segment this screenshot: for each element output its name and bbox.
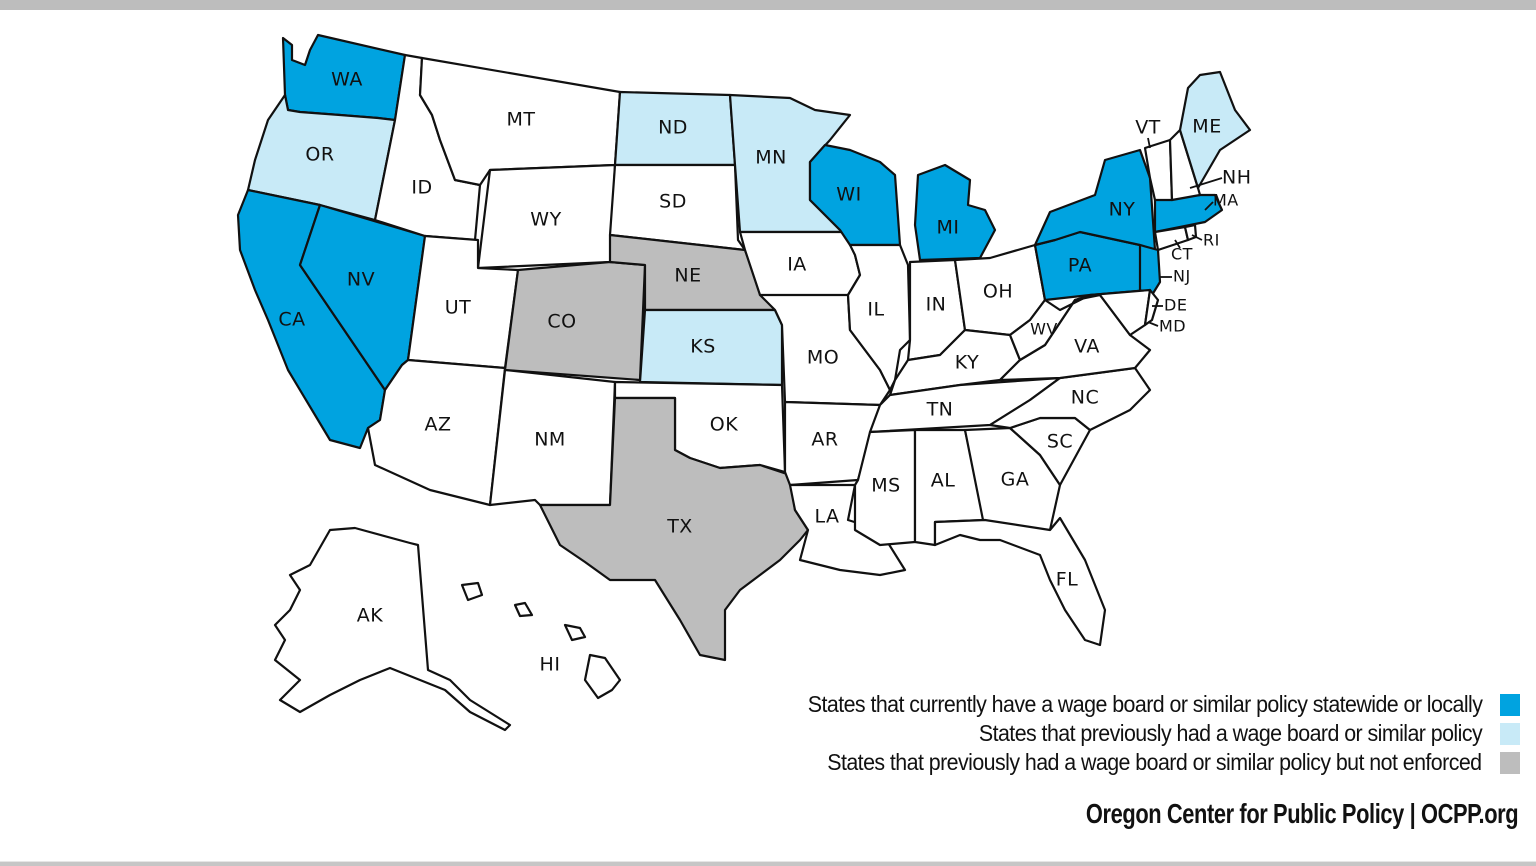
state-NC [988,366,1152,432]
state-ME [1178,70,1252,190]
label-NJ: NJ [1173,267,1191,286]
label-DE: DE [1164,296,1187,315]
label-OR: OR [305,144,334,166]
legend-label: States that previously had a wage board … [827,749,1483,775]
legend-swatch-current [1500,693,1520,716]
legend-label: States that currently have a wage board … [807,691,1482,717]
legend-item-previous: States that previously had a wage board … [757,719,1520,748]
state-HI-oahu [513,601,534,618]
label-AR: AR [811,429,838,451]
label-FL: FL [1056,569,1079,591]
label-OK: OK [710,414,738,436]
label-TN: TN [926,399,954,421]
state-NY [1033,148,1157,252]
label-MN: MN [755,147,787,169]
label-TX: TX [666,516,693,538]
state-AK [273,526,512,732]
state-NJ [1138,243,1162,297]
label-NM: NM [534,429,566,451]
state-TX [538,396,810,662]
label-NE: NE [674,265,701,287]
label-KY: KY [955,352,979,374]
label-NH: NH [1222,167,1252,189]
legend-item-not-enforced: States that previously had a wage board … [757,748,1520,777]
label-MS: MS [871,475,900,497]
state-WI [808,143,902,247]
label-WA: WA [331,69,363,91]
legend-swatch-previous [1500,722,1520,745]
legend-swatch-not-enforced [1500,751,1520,774]
label-NV: NV [347,269,375,291]
state-NH [1168,128,1202,202]
top-bar [0,0,1536,10]
label-ME: ME [1192,116,1221,138]
label-RI: RI [1203,231,1220,250]
label-CA: CA [278,309,305,331]
source-credit: Oregon Center for Public Policy | OCPP.o… [1085,798,1519,829]
label-WV: WV [1030,320,1058,339]
label-OH: OH [983,281,1013,303]
legend: States that currently have a wage board … [757,690,1520,777]
label-ND: ND [658,117,688,139]
bottom-divider [0,861,1536,866]
label-IA: IA [787,254,807,276]
label-IN: IN [926,294,947,316]
label-NC: NC [1071,387,1099,409]
label-VA: VA [1074,336,1100,358]
label-CT: CT [1171,245,1193,264]
state-HI-big [583,653,622,700]
legend-label: States that previously had a wage board … [978,720,1483,746]
state-MI [913,163,997,262]
state-VT [1143,138,1174,202]
label-IL: IL [867,299,884,321]
state-CO [503,260,647,382]
label-KS: KS [690,336,716,358]
state-LA [788,483,907,577]
state-MD [1088,288,1152,337]
label-WI: WI [836,184,861,206]
state-HI-kauai [460,581,484,602]
state-DE [1143,288,1160,327]
label-PA: PA [1068,255,1092,277]
label-NY: NY [1109,199,1136,221]
label-MO: MO [807,347,839,369]
label-HI: HI [540,654,561,676]
label-SD: SD [659,191,687,213]
label-AL: AL [931,470,956,492]
label-CO: CO [547,311,576,333]
state-RI [1183,223,1198,242]
label-MI: MI [937,217,960,239]
label-LA: LA [814,506,839,528]
label-AK: AK [357,605,383,627]
state-KS [638,308,784,387]
state-FL [933,516,1107,647]
label-ID: ID [411,177,432,199]
label-VT: VT [1135,117,1161,139]
label-SC: SC [1047,431,1073,453]
label-UT: UT [445,297,472,319]
legend-item-current: States that currently have a wage board … [757,690,1520,719]
label-AZ: AZ [424,414,451,436]
state-IL [846,243,912,392]
leader-lines [1147,137,1223,327]
label-WY: WY [530,209,561,231]
state-HI-maui [563,623,587,642]
label-MA: MA [1213,191,1239,210]
label-MT: MT [507,109,536,131]
label-GA: GA [1001,469,1030,491]
label-MD: MD [1159,317,1186,336]
